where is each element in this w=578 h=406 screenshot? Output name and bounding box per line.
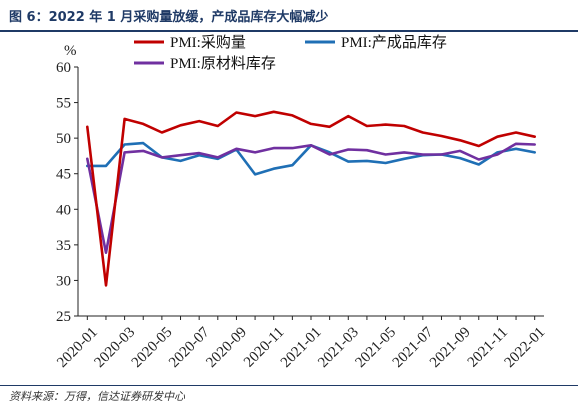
chart-axes: 25303540455055602020-012020-032020-05202…	[54, 60, 548, 371]
y-tick-label: 30	[56, 273, 71, 289]
y-tick-label: 50	[56, 131, 71, 147]
series-line-2	[86, 142, 537, 254]
figure-header: 图 6：2022 年 1 月采购量放缓，产成品库存大幅减少	[0, 0, 578, 30]
legend-label-2: PMI:原材料库存	[170, 55, 276, 72]
x-tick-label: 2021-03	[315, 324, 362, 371]
legend-label-1: PMI:产成品库存	[341, 34, 447, 51]
x-tick-label: 2020-07	[166, 324, 213, 371]
figure-title: 图 6：2022 年 1 月采购量放缓，产成品库存大幅减少	[9, 10, 329, 25]
y-tick-label: 25	[56, 309, 71, 325]
x-tick-label: 2021-09	[427, 324, 474, 371]
x-tick-label: 2020-03	[92, 324, 139, 371]
y-tick-label: 45	[56, 167, 71, 183]
x-tick-label: 2020-05	[129, 324, 176, 371]
y-tick-label: 40	[56, 202, 71, 218]
legend-label-0: PMI:采购量	[170, 34, 246, 51]
x-tick-label: 2021-07	[390, 324, 437, 371]
y-tick-label: 60	[56, 60, 71, 76]
series-lines	[86, 110, 537, 287]
footer-rule	[0, 385, 578, 386]
source-note: 资料来源：万得，信达证券研发中心	[9, 390, 185, 403]
series-line-1	[86, 141, 537, 176]
x-tick-label: 2020-11	[241, 324, 287, 370]
x-tick-label: 2022-01	[502, 324, 549, 371]
chart-legend: PMI:采购量 PMI:产成品库存 PMI:原材料库存	[134, 34, 447, 72]
x-tick-label: 2021-11	[465, 324, 511, 370]
series-line-0	[86, 110, 537, 287]
y-tick-label: 55	[56, 96, 71, 112]
x-tick-label: 2020-09	[203, 324, 250, 371]
x-tick-label: 2021-01	[278, 324, 325, 371]
y-tick-label: 35	[56, 238, 71, 254]
x-tick-label: 2021-05	[353, 324, 400, 371]
title-underline	[0, 30, 578, 32]
y-axis-unit: %	[64, 43, 77, 59]
x-tick-label: 2020-01	[54, 324, 101, 371]
